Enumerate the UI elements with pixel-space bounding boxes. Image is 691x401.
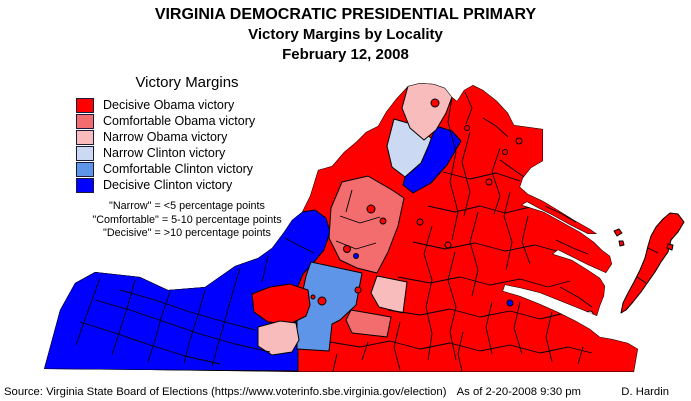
legend-label: Decisive Obama victory xyxy=(103,98,235,112)
county-boundaries-mesh xyxy=(75,91,593,372)
city-dot-valley-2 xyxy=(379,217,387,225)
city-dot-nova-2 xyxy=(502,149,508,155)
source-text: Source: Virginia State Board of Election… xyxy=(4,386,581,398)
city-dot-roanoke-area-2 xyxy=(310,294,316,300)
legend-swatch-comfortable-obama xyxy=(76,113,94,129)
city-dot-piedmont-2 xyxy=(485,178,493,186)
legend-row: Comfortable Obama victory xyxy=(76,113,316,129)
legend-notes: "Narrow" = <5 percentage points "Comfort… xyxy=(58,200,316,241)
legend-label: Comfortable Obama victory xyxy=(103,114,256,128)
legend-swatch-narrow-clinton xyxy=(76,145,94,161)
legend-swatch-narrow-obama xyxy=(76,129,94,145)
legend-note-decisive: "Decisive" = >10 percentage points xyxy=(103,227,271,239)
city-dot-piedmont-1 xyxy=(416,218,424,226)
city-dot-central-2 xyxy=(542,297,548,303)
legend-swatch-decisive-clinton xyxy=(76,177,94,193)
city-dot-tidewater-blue xyxy=(506,299,514,307)
city-dot-roanoke-area-1 xyxy=(317,296,327,306)
city-dot-valley-3 xyxy=(343,245,351,253)
map-region-decisive-clinton-strip xyxy=(402,125,462,194)
map-region-red-island xyxy=(251,283,311,325)
legend-row: Narrow Obama victory xyxy=(76,129,316,145)
map-region-foothill-salmon xyxy=(345,309,392,338)
city-dot-valley-1 xyxy=(366,204,376,214)
city-dot-peninsula-pink xyxy=(586,310,594,318)
legend-swatch-decisive-obama xyxy=(76,97,94,113)
legend-note-narrow: "Narrow" = <5 percentage points xyxy=(109,200,265,212)
bay-island-2 xyxy=(618,240,625,247)
legend-label: Narrow Obama victory xyxy=(103,130,228,144)
shore-islet-1 xyxy=(666,243,674,251)
legend: Victory Margins Decisive Obama victory C… xyxy=(58,74,316,241)
footer: Source: Virginia State Board of Election… xyxy=(4,386,669,398)
legend-label: Decisive Clinton victory xyxy=(103,178,233,192)
eastern-shore-boundaries xyxy=(636,247,659,284)
city-dot-central-1 xyxy=(444,241,452,249)
source-label: Source: Virginia State Board of Election… xyxy=(4,386,447,398)
page-subtitle: Victory Margins by Locality xyxy=(248,26,443,43)
legend-row: Decisive Obama victory xyxy=(76,97,316,113)
map-region-pink-island xyxy=(257,320,300,356)
legend-row: Decisive Clinton victory xyxy=(76,177,316,193)
legend-row: Narrow Clinton victory xyxy=(76,145,316,161)
legend-label: Comfortable Clinton victory xyxy=(103,162,254,176)
city-dot-nova-3 xyxy=(464,125,470,131)
city-dot-northern-tip xyxy=(430,98,440,108)
legend-row: Comfortable Clinton victory xyxy=(76,161,316,177)
city-dot-nova-1 xyxy=(515,137,523,145)
map-region-foothill-pink xyxy=(370,275,408,314)
credit-text: D. Hardin xyxy=(621,386,669,398)
city-dot-roanoke-area-3 xyxy=(354,286,362,294)
page-title: VIRGINIA DEMOCRATIC PRESIDENTIAL PRIMARY xyxy=(154,6,537,23)
asof-label: As of 2-20-2008 9:30 pm xyxy=(456,386,581,398)
legend-label: Narrow Clinton victory xyxy=(103,146,226,160)
city-dot-valley-blue xyxy=(353,253,359,259)
title-block: VIRGINIA DEMOCRATIC PRESIDENTIAL PRIMARY… xyxy=(0,5,691,65)
legend-note-comfortable: "Comfortable" = 5-10 percentage points xyxy=(92,213,282,226)
map-region-eastern-shore xyxy=(620,212,685,314)
legend-swatch-comfortable-clinton xyxy=(76,161,94,177)
page-date: February 12, 2008 xyxy=(282,46,409,63)
bay-island-1 xyxy=(613,228,623,237)
legend-title: Victory Margins xyxy=(135,74,239,91)
